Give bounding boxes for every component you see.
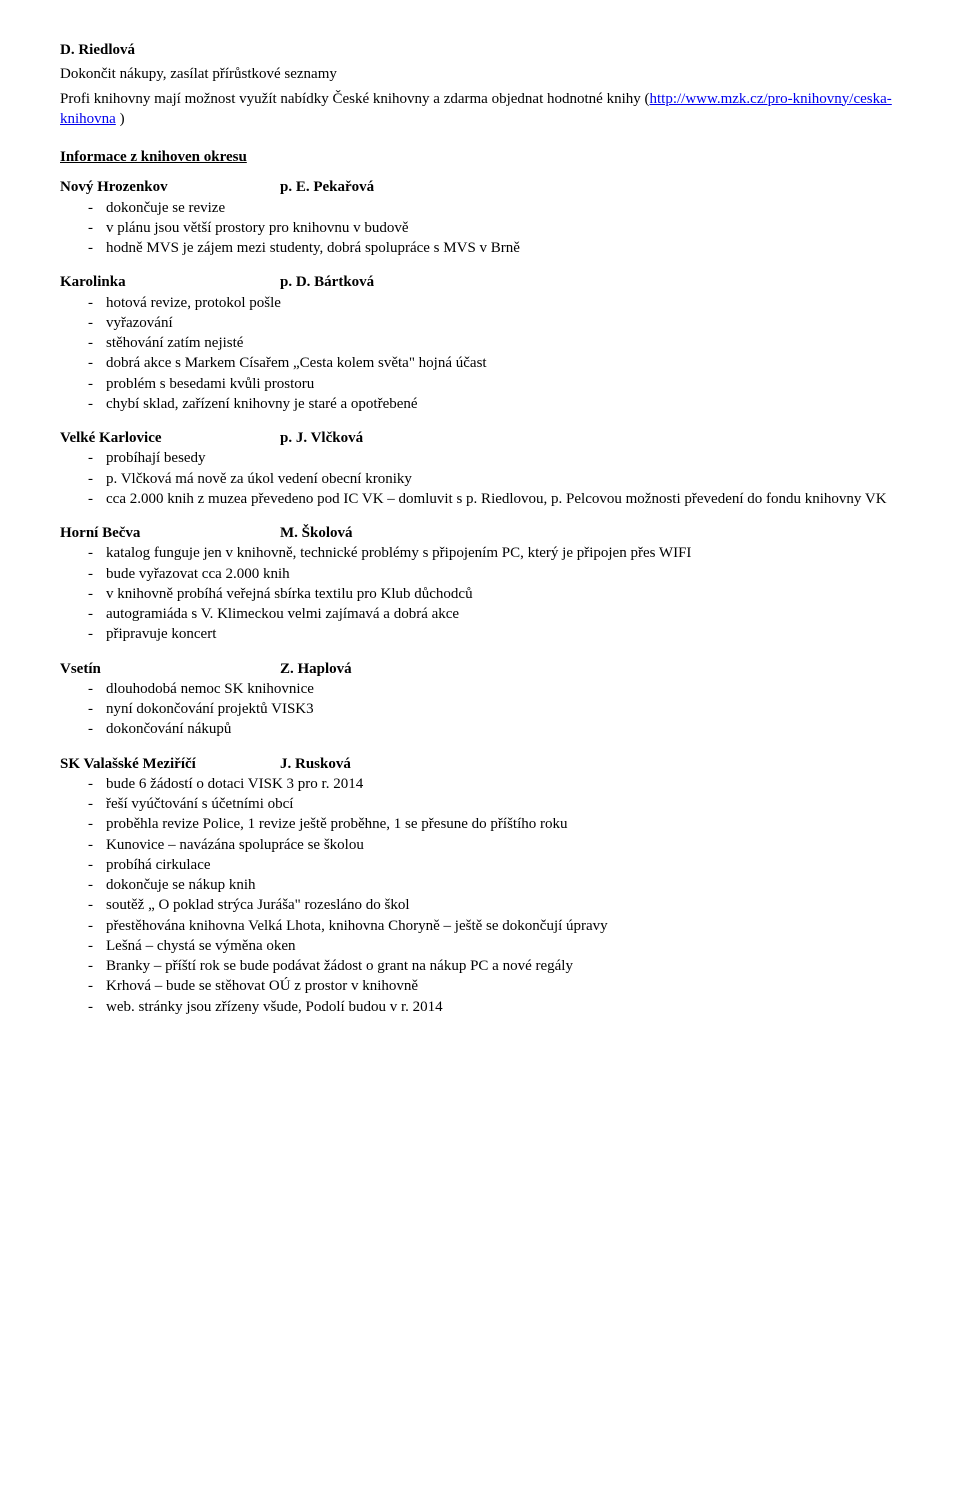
info-heading: Informace z knihoven okresu bbox=[60, 147, 900, 167]
list-item: přestěhována knihovna Velká Lhota, kniho… bbox=[88, 916, 900, 936]
top-block: D. Riedlová Dokončit nákupy, zasílat pří… bbox=[60, 40, 900, 129]
top-line2-post: ) bbox=[116, 111, 125, 127]
list-item: stěhování zatím nejisté bbox=[88, 333, 900, 353]
top-line1: Dokončit nákupy, zasílat přírůstkové sez… bbox=[60, 64, 900, 84]
section-person: Z. Haplová bbox=[280, 659, 352, 679]
section-list: probíhají besedyp. Vlčková má nově za úk… bbox=[60, 448, 900, 509]
list-item: hodně MVS je zájem mezi studenty, dobrá … bbox=[88, 238, 900, 258]
list-item: web. stránky jsou zřízeny všude, Podolí … bbox=[88, 997, 900, 1017]
top-line2: Profi knihovny mají možnost využít nabíd… bbox=[60, 89, 900, 130]
list-item: Kunovice – navázána spolupráce se školou bbox=[88, 835, 900, 855]
section-heading: Vsetín Z. Haplová bbox=[60, 659, 900, 679]
section-list: dlouhodobá nemoc SK knihovnicenyní dokon… bbox=[60, 679, 900, 740]
section-location: Velké Karlovice bbox=[60, 428, 240, 448]
list-item: řeší vyúčtování s účetními obcí bbox=[88, 794, 900, 814]
library-section: Karolinka p. D. Bártkováhotová revize, pr… bbox=[60, 272, 900, 414]
section-list: bude 6 žádostí o dotaci VISK 3 pro r. 20… bbox=[60, 774, 900, 1017]
section-person: J. Rusková bbox=[280, 754, 351, 774]
section-list: katalog funguje jen v knihovně, technick… bbox=[60, 543, 900, 644]
list-item: cca 2.000 knih z muzea převedeno pod IC … bbox=[88, 489, 900, 509]
section-heading: Horní Bečva M. Školová bbox=[60, 523, 900, 543]
library-section: Velké Karlovice p. J. Vlčkováprobíhají be… bbox=[60, 428, 900, 509]
list-item: dobrá akce s Markem Císařem „Cesta kolem… bbox=[88, 353, 900, 373]
section-list: hotová revize, protokol pošlevyřazovánís… bbox=[60, 293, 900, 415]
section-person: p. E. Pekařová bbox=[280, 177, 374, 197]
list-item: Krhová – bude se stěhovat OÚ z prostor v… bbox=[88, 976, 900, 996]
section-location: Karolinka bbox=[60, 272, 240, 292]
list-item: katalog funguje jen v knihovně, technick… bbox=[88, 543, 900, 563]
list-item: problém s besedami kvůli prostoru bbox=[88, 374, 900, 394]
section-list: dokončuje se revizev plánu jsou větší pr… bbox=[60, 198, 900, 259]
list-item: v plánu jsou větší prostory pro knihovnu… bbox=[88, 218, 900, 238]
list-item: autogramiáda s V. Klimeckou velmi zajíma… bbox=[88, 604, 900, 624]
list-item: v knihovně probíhá veřejná sbírka textil… bbox=[88, 584, 900, 604]
list-item: probíhá cirkulace bbox=[88, 855, 900, 875]
list-item: Branky – příští rok se bude podávat žádo… bbox=[88, 956, 900, 976]
section-person: p. D. Bártková bbox=[280, 272, 374, 292]
list-item: proběhla revize Police, 1 revize ještě p… bbox=[88, 814, 900, 834]
list-item: dokončuje se nákup knih bbox=[88, 875, 900, 895]
library-section: Nový Hrozenkov p. E. Pekařovádokončuje se… bbox=[60, 177, 900, 258]
section-person: M. Školová bbox=[280, 523, 353, 543]
section-heading: Velké Karlovice p. J. Vlčková bbox=[60, 428, 900, 448]
section-heading: SK Valašské Meziříčí J. Rusková bbox=[60, 754, 900, 774]
list-item: probíhají besedy bbox=[88, 448, 900, 468]
list-item: připravuje koncert bbox=[88, 624, 900, 644]
list-item: bude vyřazovat cca 2.000 knih bbox=[88, 564, 900, 584]
library-section: Vsetín Z. Haplovádlouhodobá nemoc SK knih… bbox=[60, 659, 900, 740]
top-line2-pre: Profi knihovny mají možnost využít nabíd… bbox=[60, 91, 649, 107]
section-location: Vsetín bbox=[60, 659, 240, 679]
section-heading: Nový Hrozenkov p. E. Pekařová bbox=[60, 177, 900, 197]
list-item: vyřazování bbox=[88, 313, 900, 333]
library-section: Horní Bečva M. Školovákatalog funguje jen… bbox=[60, 523, 900, 645]
sections-container: Nový Hrozenkovp. E. Pekařovádokončuje se… bbox=[60, 177, 900, 1017]
section-person: p. J. Vlčková bbox=[280, 428, 363, 448]
section-heading: Karolinka p. D. Bártková bbox=[60, 272, 900, 292]
list-item: p. Vlčková má nově za úkol vedení obecní… bbox=[88, 469, 900, 489]
list-item: Lešná – chystá se výměna oken bbox=[88, 936, 900, 956]
list-item: hotová revize, protokol pošle bbox=[88, 293, 900, 313]
top-author: D. Riedlová bbox=[60, 40, 900, 60]
list-item: dokončování nákupů bbox=[88, 719, 900, 739]
list-item: soutěž „ O poklad strýca Juráša" rozeslá… bbox=[88, 895, 900, 915]
list-item: dlouhodobá nemoc SK knihovnice bbox=[88, 679, 900, 699]
list-item: bude 6 žádostí o dotaci VISK 3 pro r. 20… bbox=[88, 774, 900, 794]
library-section: SK Valašské Meziříčí J. Ruskovábude 6 žád… bbox=[60, 754, 900, 1017]
list-item: nyní dokončování projektů VISK3 bbox=[88, 699, 900, 719]
list-item: chybí sklad, zařízení knihovny je staré … bbox=[88, 394, 900, 414]
section-location: Nový Hrozenkov bbox=[60, 177, 240, 197]
list-item: dokončuje se revize bbox=[88, 198, 900, 218]
section-location: Horní Bečva bbox=[60, 523, 240, 543]
section-location: SK Valašské Meziříčí bbox=[60, 754, 240, 774]
